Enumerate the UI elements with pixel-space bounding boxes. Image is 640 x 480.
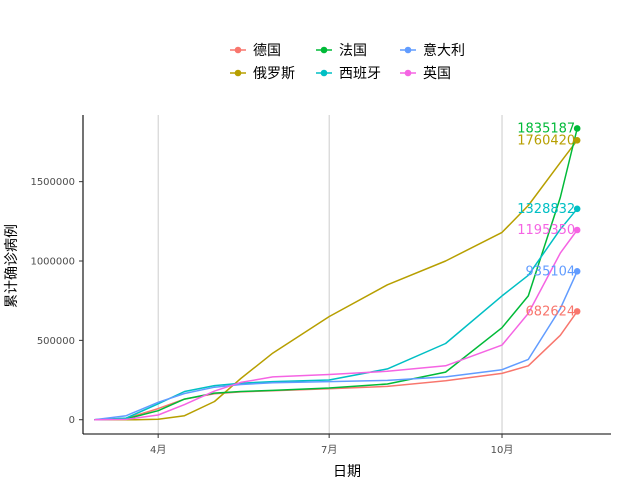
end-label-1: 1760420 — [517, 133, 575, 148]
series-line-5 — [94, 229, 578, 421]
legend-item-0: 德国 — [230, 43, 281, 59]
legend-item-3: 西班牙 — [316, 66, 381, 82]
x-tick-label: 10月 — [491, 444, 514, 456]
legend-label: 西班牙 — [339, 66, 381, 82]
x-axis-title: 日期 — [333, 464, 361, 480]
x-tick-label: 7月 — [321, 444, 337, 456]
y-tick-label: 500000 — [37, 336, 75, 347]
legend-item-2: 法国 — [316, 43, 367, 59]
legend-key-point — [320, 46, 328, 54]
legend-label: 俄罗斯 — [253, 66, 295, 82]
end-label-0: 682624 — [526, 304, 576, 319]
end-point-1 — [573, 137, 581, 144]
legend-label: 德国 — [253, 43, 281, 59]
grid — [157, 115, 503, 434]
legend-key-point — [234, 69, 242, 77]
series-line-0 — [94, 310, 578, 421]
series-line-1 — [94, 139, 578, 421]
end-points — [573, 125, 581, 315]
legend-item-5: 英国 — [400, 65, 451, 82]
end-label-4: 935104 — [526, 264, 576, 279]
end-point-2 — [573, 125, 581, 132]
end-label-2: 1835187 — [517, 121, 575, 136]
series-line-3 — [94, 208, 578, 421]
series-lines — [94, 128, 578, 421]
y-tick-label: 1500000 — [30, 177, 75, 188]
end-label-5: 1195350 — [517, 223, 575, 238]
end-point-3 — [573, 205, 581, 213]
axes: 4月 7月 10月 0 500000 1000000 1500000 — [30, 115, 611, 456]
y-axis-title: 累计确诊病例 — [4, 224, 20, 308]
legend-label: 法国 — [339, 43, 367, 59]
legend-key-point — [320, 69, 328, 77]
series-line-2 — [94, 128, 578, 421]
legend-key-point — [404, 69, 412, 77]
end-point-5 — [573, 226, 581, 234]
legend-item-1: 俄罗斯 — [230, 66, 295, 82]
legend-key-point — [234, 46, 242, 54]
y-tick-label: 1000000 — [30, 257, 75, 268]
end-point-4 — [573, 268, 581, 275]
x-tick-label: 4月 — [150, 444, 166, 456]
legend-item-4: 意大利 — [400, 42, 465, 59]
y-tick-label: 0 — [69, 415, 75, 426]
end-label-3: 1328832 — [517, 202, 575, 217]
series-line-4 — [94, 270, 578, 421]
legend-label: 英国 — [423, 65, 451, 82]
legend-key-point — [404, 46, 412, 54]
legend-label: 意大利 — [423, 42, 465, 59]
end-point-0 — [573, 308, 581, 315]
